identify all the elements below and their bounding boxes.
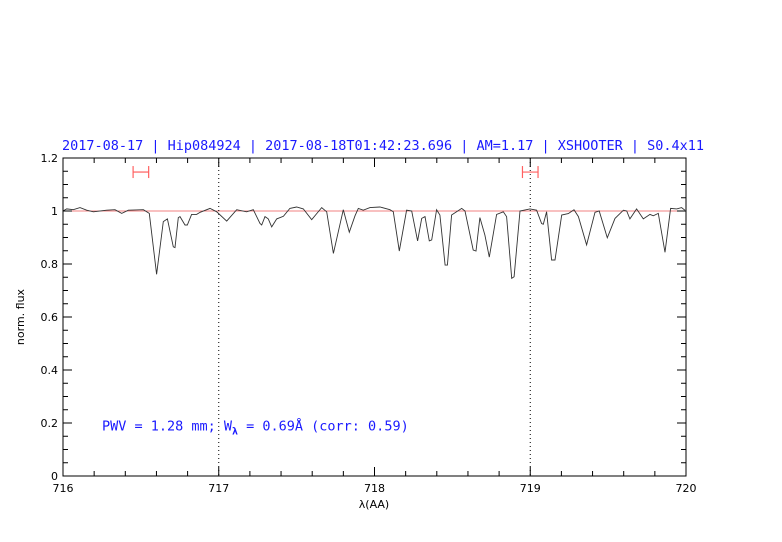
y-tick-label: 0.6 bbox=[41, 311, 59, 324]
y-tick-label: 0.4 bbox=[41, 364, 59, 377]
y-tick-label: 0.8 bbox=[41, 258, 59, 271]
y-tick-label: 0.2 bbox=[41, 417, 59, 430]
pwv-annotation: PWV = 1.28 mm; Wλ = 0.69Å (corr: 0.59) bbox=[102, 418, 409, 438]
annotation-main: PWV = 1.28 mm; W bbox=[102, 419, 233, 435]
error-bar bbox=[521, 166, 539, 179]
annotation-rest: = 0.69Å (corr: 0.59) bbox=[238, 418, 409, 435]
spectrum-line bbox=[62, 206, 686, 280]
x-tick-label: 719 bbox=[520, 482, 541, 495]
y-tick-label: 0 bbox=[51, 470, 58, 483]
error-bar bbox=[132, 166, 150, 179]
x-tick-label: 717 bbox=[208, 482, 229, 495]
x-tick-label: 718 bbox=[364, 482, 385, 495]
x-tick-label: 716 bbox=[53, 482, 74, 495]
annotation-subscript: λ bbox=[232, 427, 238, 438]
chart-title: 2017-08-17 | Hip084924 | 2017-08-18T01:4… bbox=[62, 138, 704, 154]
y-tick-label: 1 bbox=[51, 205, 58, 218]
x-tick-label: 720 bbox=[676, 482, 697, 495]
x-axis-label: λ(AA) bbox=[359, 498, 389, 511]
y-axis-label: norm. flux bbox=[14, 288, 27, 345]
y-tick-label: 1.2 bbox=[41, 152, 59, 165]
